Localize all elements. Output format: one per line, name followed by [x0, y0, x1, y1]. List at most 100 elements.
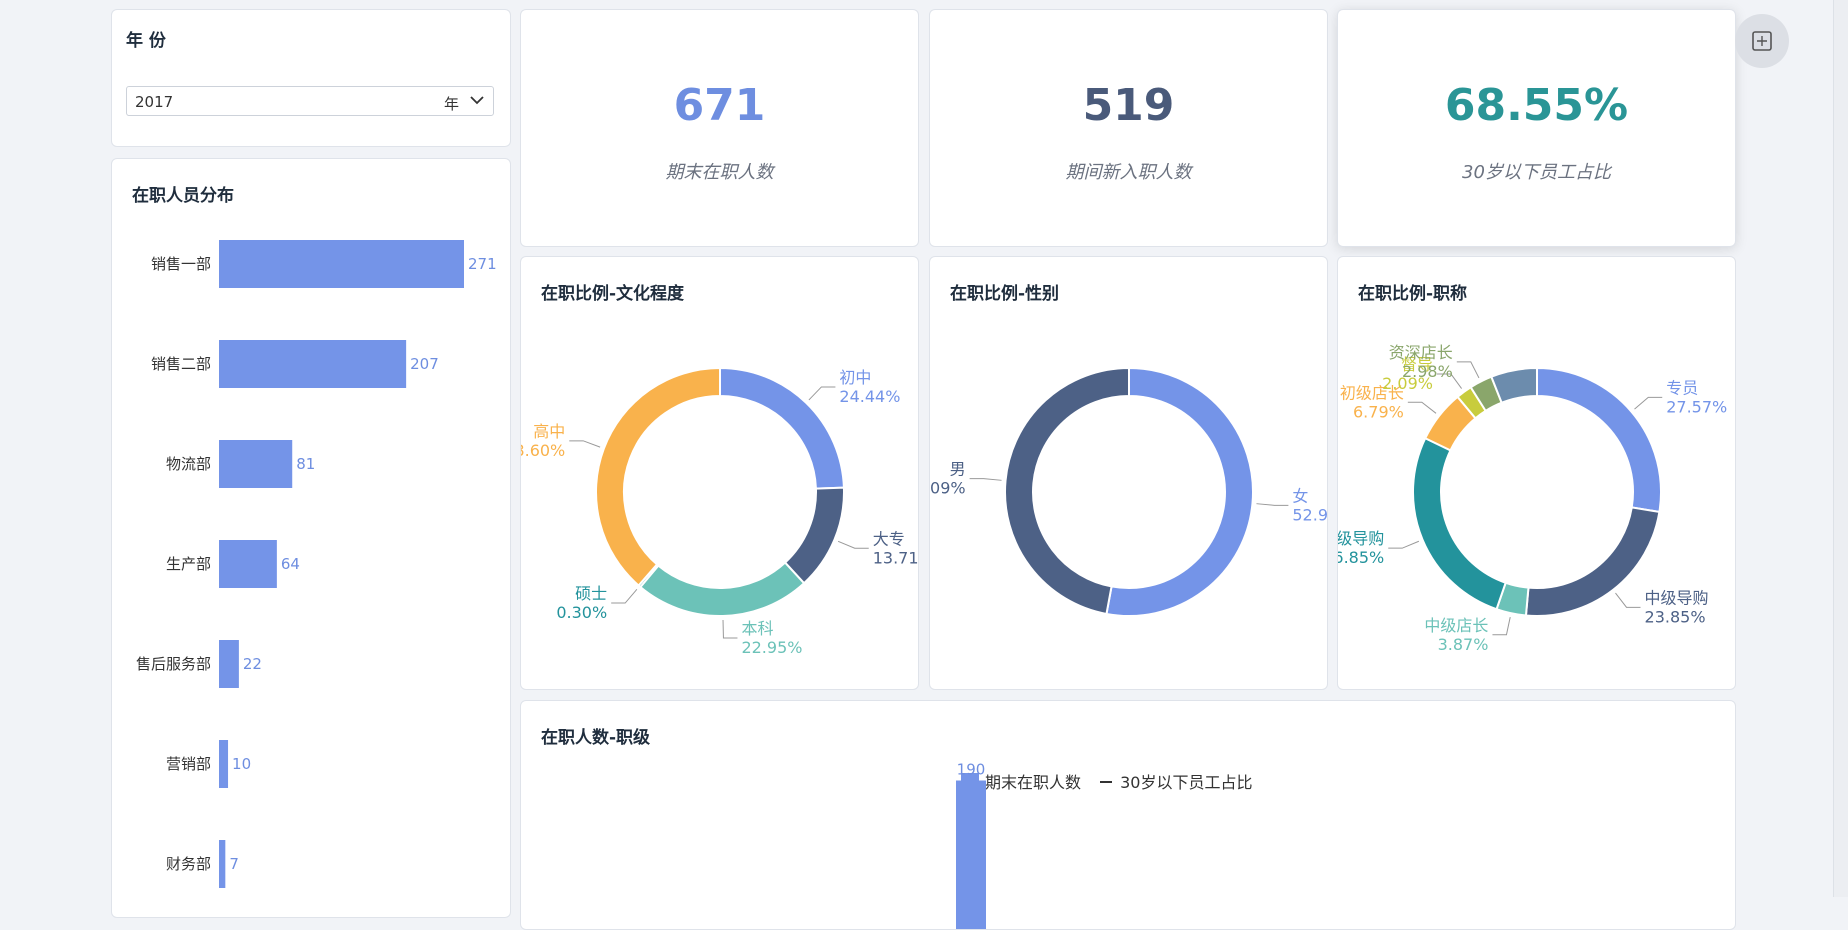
donut-label-leader — [969, 478, 1002, 481]
donut-slice[interactable] — [638, 561, 806, 617]
donut-label-leader — [569, 440, 601, 448]
donut-label-name: 大专 — [873, 529, 905, 548]
donut-label-name: 本科 — [741, 619, 773, 638]
year-filter-panel: 年 份 2017 年 — [111, 9, 511, 147]
rank-bar[interactable] — [956, 780, 986, 930]
year-filter-title: 年 份 — [126, 31, 166, 51]
kpi-headcount-value: 671 — [673, 80, 766, 131]
hbar-value-label: 10 — [232, 755, 251, 773]
donut-label-name: 中级导购 — [1645, 588, 1709, 607]
kpi-headcount-label: 期末在职人数 — [665, 162, 774, 183]
hbar-value-label: 64 — [281, 555, 300, 573]
title-ratio-panel: 在职比例-职称 专员27.57%中级导购23.85%中级店长3.87%高级导购2… — [1337, 256, 1736, 690]
hbar-value-label: 207 — [410, 355, 439, 373]
hbar-value-label: 271 — [468, 255, 497, 273]
donut-label-pct: 27.57% — [1666, 397, 1727, 416]
donut-label-name: 专员 — [1666, 378, 1698, 397]
donut-label-pct: 38.60% — [521, 441, 565, 460]
donut-slice[interactable] — [1524, 506, 1661, 617]
donut-label-leader — [1456, 361, 1480, 379]
hbar-bar[interactable] — [219, 240, 464, 288]
kpi-card-headcount: 671 期末在职人数 — [520, 9, 919, 247]
donut-label-pct: 26.85% — [1338, 548, 1384, 567]
legend-line-under30[interactable] — [1100, 781, 1113, 783]
donut-slice[interactable] — [1004, 366, 1130, 616]
hbar-value-label: 7 — [229, 855, 239, 873]
donut-label-pct: 13.71% — [873, 548, 918, 567]
donut-label-leader — [1436, 373, 1463, 389]
hbar-category-label: 销售一部 — [151, 255, 211, 273]
year-select[interactable]: 2017 年 — [126, 86, 494, 116]
hbar-category-label: 物流部 — [166, 455, 211, 473]
donut-label-pct: 0.30% — [556, 603, 607, 622]
fullscreen-toggle-button[interactable] — [1735, 14, 1789, 68]
donut-slice[interactable] — [1105, 366, 1254, 617]
staff-distribution-panel: 在职人员分布 销售一部 271 销售二部 207 物流部 81 生产部 64 售后服务部 22 营销… — [111, 158, 511, 918]
donut-label-leader — [1492, 617, 1511, 636]
kpi-new-hires-value: 519 — [1082, 80, 1175, 131]
donut-label-leader — [611, 589, 638, 604]
donut-label-name: 男 — [950, 460, 966, 479]
hbar-bar[interactable] — [219, 840, 226, 888]
gender-ratio-title: 在职比例-性别 — [950, 284, 1060, 304]
rank-legend: 期末在职人数 30岁以下员工占比 — [961, 769, 1252, 793]
hbar-bar[interactable] — [219, 640, 239, 688]
hbar-bar[interactable] — [219, 340, 407, 388]
donut-label-pct: 6.79% — [1353, 402, 1404, 421]
donut-label-leader — [722, 619, 738, 639]
donut-label-leader — [1407, 401, 1437, 414]
rank-bar-value-label: 190 — [957, 761, 986, 779]
kpi-card-new-hires: 519 期间新入职人数 — [929, 9, 1328, 247]
fullscreen-icon — [1752, 31, 1772, 51]
donut-slice[interactable] — [719, 366, 845, 490]
donut-slice[interactable] — [1536, 366, 1662, 514]
donut-slice[interactable] — [783, 486, 845, 585]
donut-label-pct: 3.87% — [1438, 635, 1489, 654]
kpi-under30-label: 30岁以下员工占比 — [1462, 162, 1611, 183]
donut-label-name: 初中 — [839, 368, 871, 387]
donut-label-name: 高级导购 — [1338, 529, 1384, 548]
donut-slice[interactable] — [1412, 436, 1507, 611]
donut-label-pct: 47.09% — [930, 479, 966, 498]
hbar-category-label: 售后服务部 — [136, 655, 211, 673]
kpi-under30-value: 68.55% — [1444, 80, 1629, 131]
donut-label-pct: 52.91% — [1292, 505, 1327, 524]
rank-headcount-title: 在职人数-职级 — [541, 728, 651, 748]
donut-label-leader — [1615, 592, 1641, 608]
donut-label-leader — [837, 540, 869, 549]
donut-label-name: 初级店长 — [1340, 383, 1404, 402]
donut-label-name: 资深店长 — [1389, 343, 1453, 362]
donut-label-leader — [1634, 396, 1663, 410]
donut-slice[interactable] — [1490, 366, 1538, 405]
gender-donut-chart: 女52.91% 男47.09% — [930, 366, 1327, 617]
hbar-bar[interactable] — [219, 440, 293, 488]
hbar-value-label: 81 — [296, 455, 315, 473]
title-ratio-title: 在职比例-职称 — [1358, 284, 1468, 304]
rank-bar-chart: 190 — [956, 761, 986, 930]
donut-label-name: 中级店长 — [1424, 616, 1488, 635]
rank-headcount-panel: 在职人数-职级 期末在职人数 30岁以下员工占比 190 — [520, 700, 1736, 930]
page-scrollbar[interactable] — [1833, 0, 1848, 897]
hbar-bar[interactable] — [219, 540, 277, 588]
staff-distribution-title: 在职人员分布 — [132, 186, 234, 206]
donut-slice[interactable] — [595, 366, 721, 587]
year-select-unit: 年 — [443, 95, 459, 113]
donut-label-name: 督导 — [1401, 355, 1433, 374]
gender-ratio-panel: 在职比例-性别 女52.91% 男47.09% — [929, 256, 1328, 690]
donut-label-name: 女 — [1292, 486, 1308, 505]
donut-label-leader — [1256, 503, 1289, 506]
donut-label-leader — [808, 386, 836, 401]
legend-label-headcount: 期末在职人数 — [985, 773, 1082, 792]
donut-label-name: 高中 — [533, 422, 565, 441]
education-ratio-title: 在职比例-文化程度 — [541, 284, 685, 304]
hbar-category-label: 营销部 — [166, 755, 211, 773]
donut-label-leader — [1388, 540, 1420, 549]
hbar-bar[interactable] — [219, 740, 229, 788]
year-select-value: 2017 — [135, 93, 174, 111]
donut-label-pct: 2.98% — [1402, 362, 1453, 381]
hbar-category-label: 销售二部 — [151, 355, 211, 373]
hbar-category-label: 财务部 — [166, 855, 211, 873]
